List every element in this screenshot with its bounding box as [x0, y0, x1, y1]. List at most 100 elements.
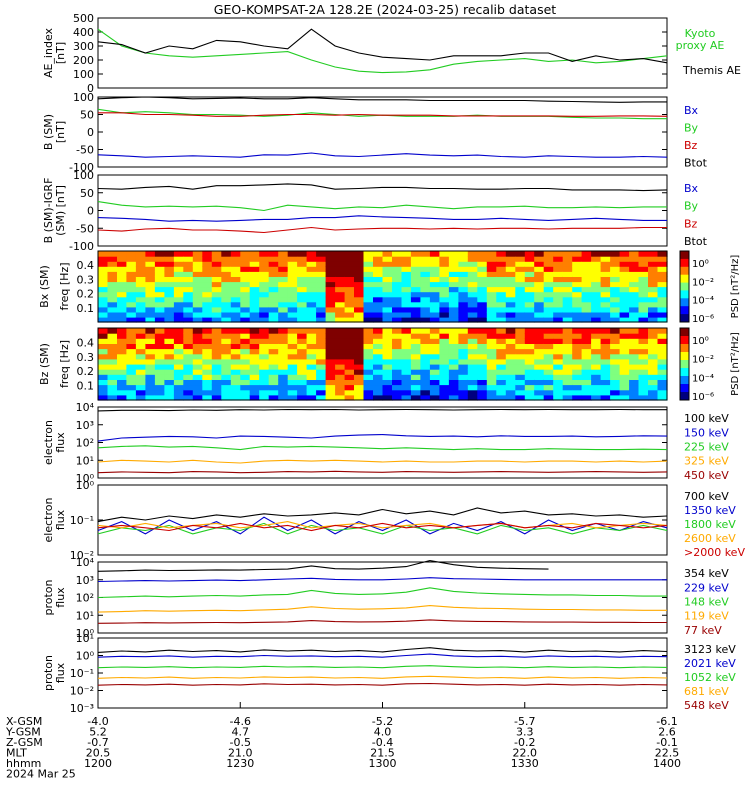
spectrogram-cell	[600, 343, 611, 350]
spectrogram-cell	[373, 316, 384, 323]
spectrogram-cell	[591, 281, 602, 288]
spectrogram-cell	[287, 256, 298, 262]
spectrogram-cell	[107, 301, 118, 308]
spectrogram-cell	[648, 348, 659, 355]
spectrogram-cell	[268, 296, 279, 303]
spectrogram-cell	[240, 379, 251, 386]
spectrogram-cell	[335, 394, 346, 401]
spectrogram-cell	[600, 316, 611, 323]
spectrogram-cell	[420, 333, 431, 339]
spectrogram-cell	[183, 316, 194, 323]
spectrogram-cell	[439, 369, 450, 375]
spectrogram-cell	[648, 394, 659, 401]
spectrogram-cell	[505, 394, 516, 401]
spectrogram-cell	[135, 266, 146, 272]
spectrogram-cell	[619, 394, 630, 401]
spectrogram-cell	[306, 281, 317, 288]
spectrogram-cell	[619, 338, 630, 344]
spectrogram-cell	[392, 384, 403, 391]
spectrogram-cell	[183, 364, 194, 370]
spectrogram-cell	[553, 256, 564, 262]
spectrogram-cell	[505, 286, 516, 293]
spectrogram-cell	[486, 311, 497, 318]
spectrogram-cell	[240, 291, 251, 298]
spectrogram-cell	[335, 384, 346, 391]
spectrogram-cell	[439, 301, 450, 308]
spectrogram-cell	[410, 306, 421, 313]
spectrogram-cell	[240, 266, 251, 272]
spectrogram-cell	[477, 281, 488, 288]
spectrogram-cell	[619, 306, 630, 313]
spectrogram-cell	[145, 369, 156, 375]
series-line-Bz	[97, 215, 667, 222]
spectrogram-cell	[107, 328, 118, 334]
spectrogram-cell	[354, 384, 365, 391]
spectrogram-cell	[420, 394, 431, 401]
x-axis-table: X-GSM -4.0 -4.6 -5.2 -5.7 -6.1Y-GSM 5.2 4.7 4.0 3…	[5, 702, 681, 781]
spectrogram-cell	[610, 328, 621, 334]
spectrogram-cell	[619, 374, 630, 380]
spectrogram-cell	[429, 291, 440, 298]
spectrogram-cell	[268, 348, 279, 355]
spectrogram-cell	[439, 374, 450, 380]
spectrogram-cell	[515, 338, 526, 344]
spectrogram-cell	[325, 338, 336, 344]
spectrogram-cell	[145, 281, 156, 288]
series-line-1052-keV	[97, 665, 668, 669]
spectrogram-cell	[183, 394, 194, 401]
spectrogram-cell	[572, 256, 583, 262]
spectrogram-cell	[202, 266, 213, 272]
spectrogram-cell	[420, 369, 431, 375]
spectrogram-cell	[496, 276, 507, 283]
spectrogram-cell	[316, 311, 327, 318]
spectrogram-cell	[164, 311, 175, 318]
spectrogram-cell	[505, 338, 516, 344]
spectrogram-cell	[287, 394, 298, 401]
spectrogram-cell	[230, 353, 241, 360]
spectrogram-cell	[344, 286, 355, 293]
spectrogram-cell	[629, 369, 640, 375]
spectrogram-cell	[373, 384, 384, 391]
spectrogram-cell	[657, 389, 668, 396]
spectrogram-cell	[524, 316, 535, 323]
spectrogram-cell	[619, 281, 630, 288]
spectrogram-cell	[496, 301, 507, 308]
spectrogram-cell	[354, 369, 365, 375]
spectrogram-cell	[515, 306, 526, 313]
spectrogram-cell	[619, 348, 630, 355]
spectrogram-cell	[325, 311, 336, 318]
spectrogram-cell	[439, 256, 450, 262]
spectrogram-cell	[467, 251, 478, 257]
spectrogram-cell	[316, 348, 327, 355]
spectrogram-cell	[619, 369, 630, 375]
spectrogram-cell	[183, 328, 194, 334]
spectrogram-cell	[335, 369, 346, 375]
spectrogram-cell	[98, 261, 109, 267]
spectrogram-cell	[335, 358, 346, 365]
spectrogram-cell	[505, 251, 516, 257]
spectrogram-cell	[515, 271, 526, 277]
spectrogram-cell	[240, 333, 251, 339]
spectrogram-cell	[164, 328, 175, 334]
spectrogram-cell	[268, 306, 279, 313]
spectrogram-cell	[126, 369, 137, 375]
spectrogram-cell	[543, 394, 554, 401]
spectrogram-cell	[429, 251, 440, 257]
spectrogram-cell	[629, 358, 640, 365]
spectrogram-cell	[486, 261, 497, 267]
x-row-value: 1230	[226, 757, 254, 770]
spectrogram-cell	[534, 316, 545, 323]
spectrogram-cell	[638, 358, 649, 365]
spectrogram-cell	[164, 286, 175, 293]
panel-frame	[97, 637, 668, 709]
spectrogram-cell	[458, 261, 469, 267]
series-line-Bx	[97, 183, 668, 192]
spectrogram-cell	[211, 266, 222, 272]
spectrogram-cell	[401, 306, 412, 313]
spectrogram-cell	[164, 374, 175, 380]
spectrogram-cell	[524, 343, 535, 350]
y-tick-label: 0.3	[77, 351, 95, 364]
spectrogram-cell	[154, 338, 165, 344]
spectrogram-cell	[382, 266, 393, 272]
spectrogram-cell	[629, 328, 640, 334]
